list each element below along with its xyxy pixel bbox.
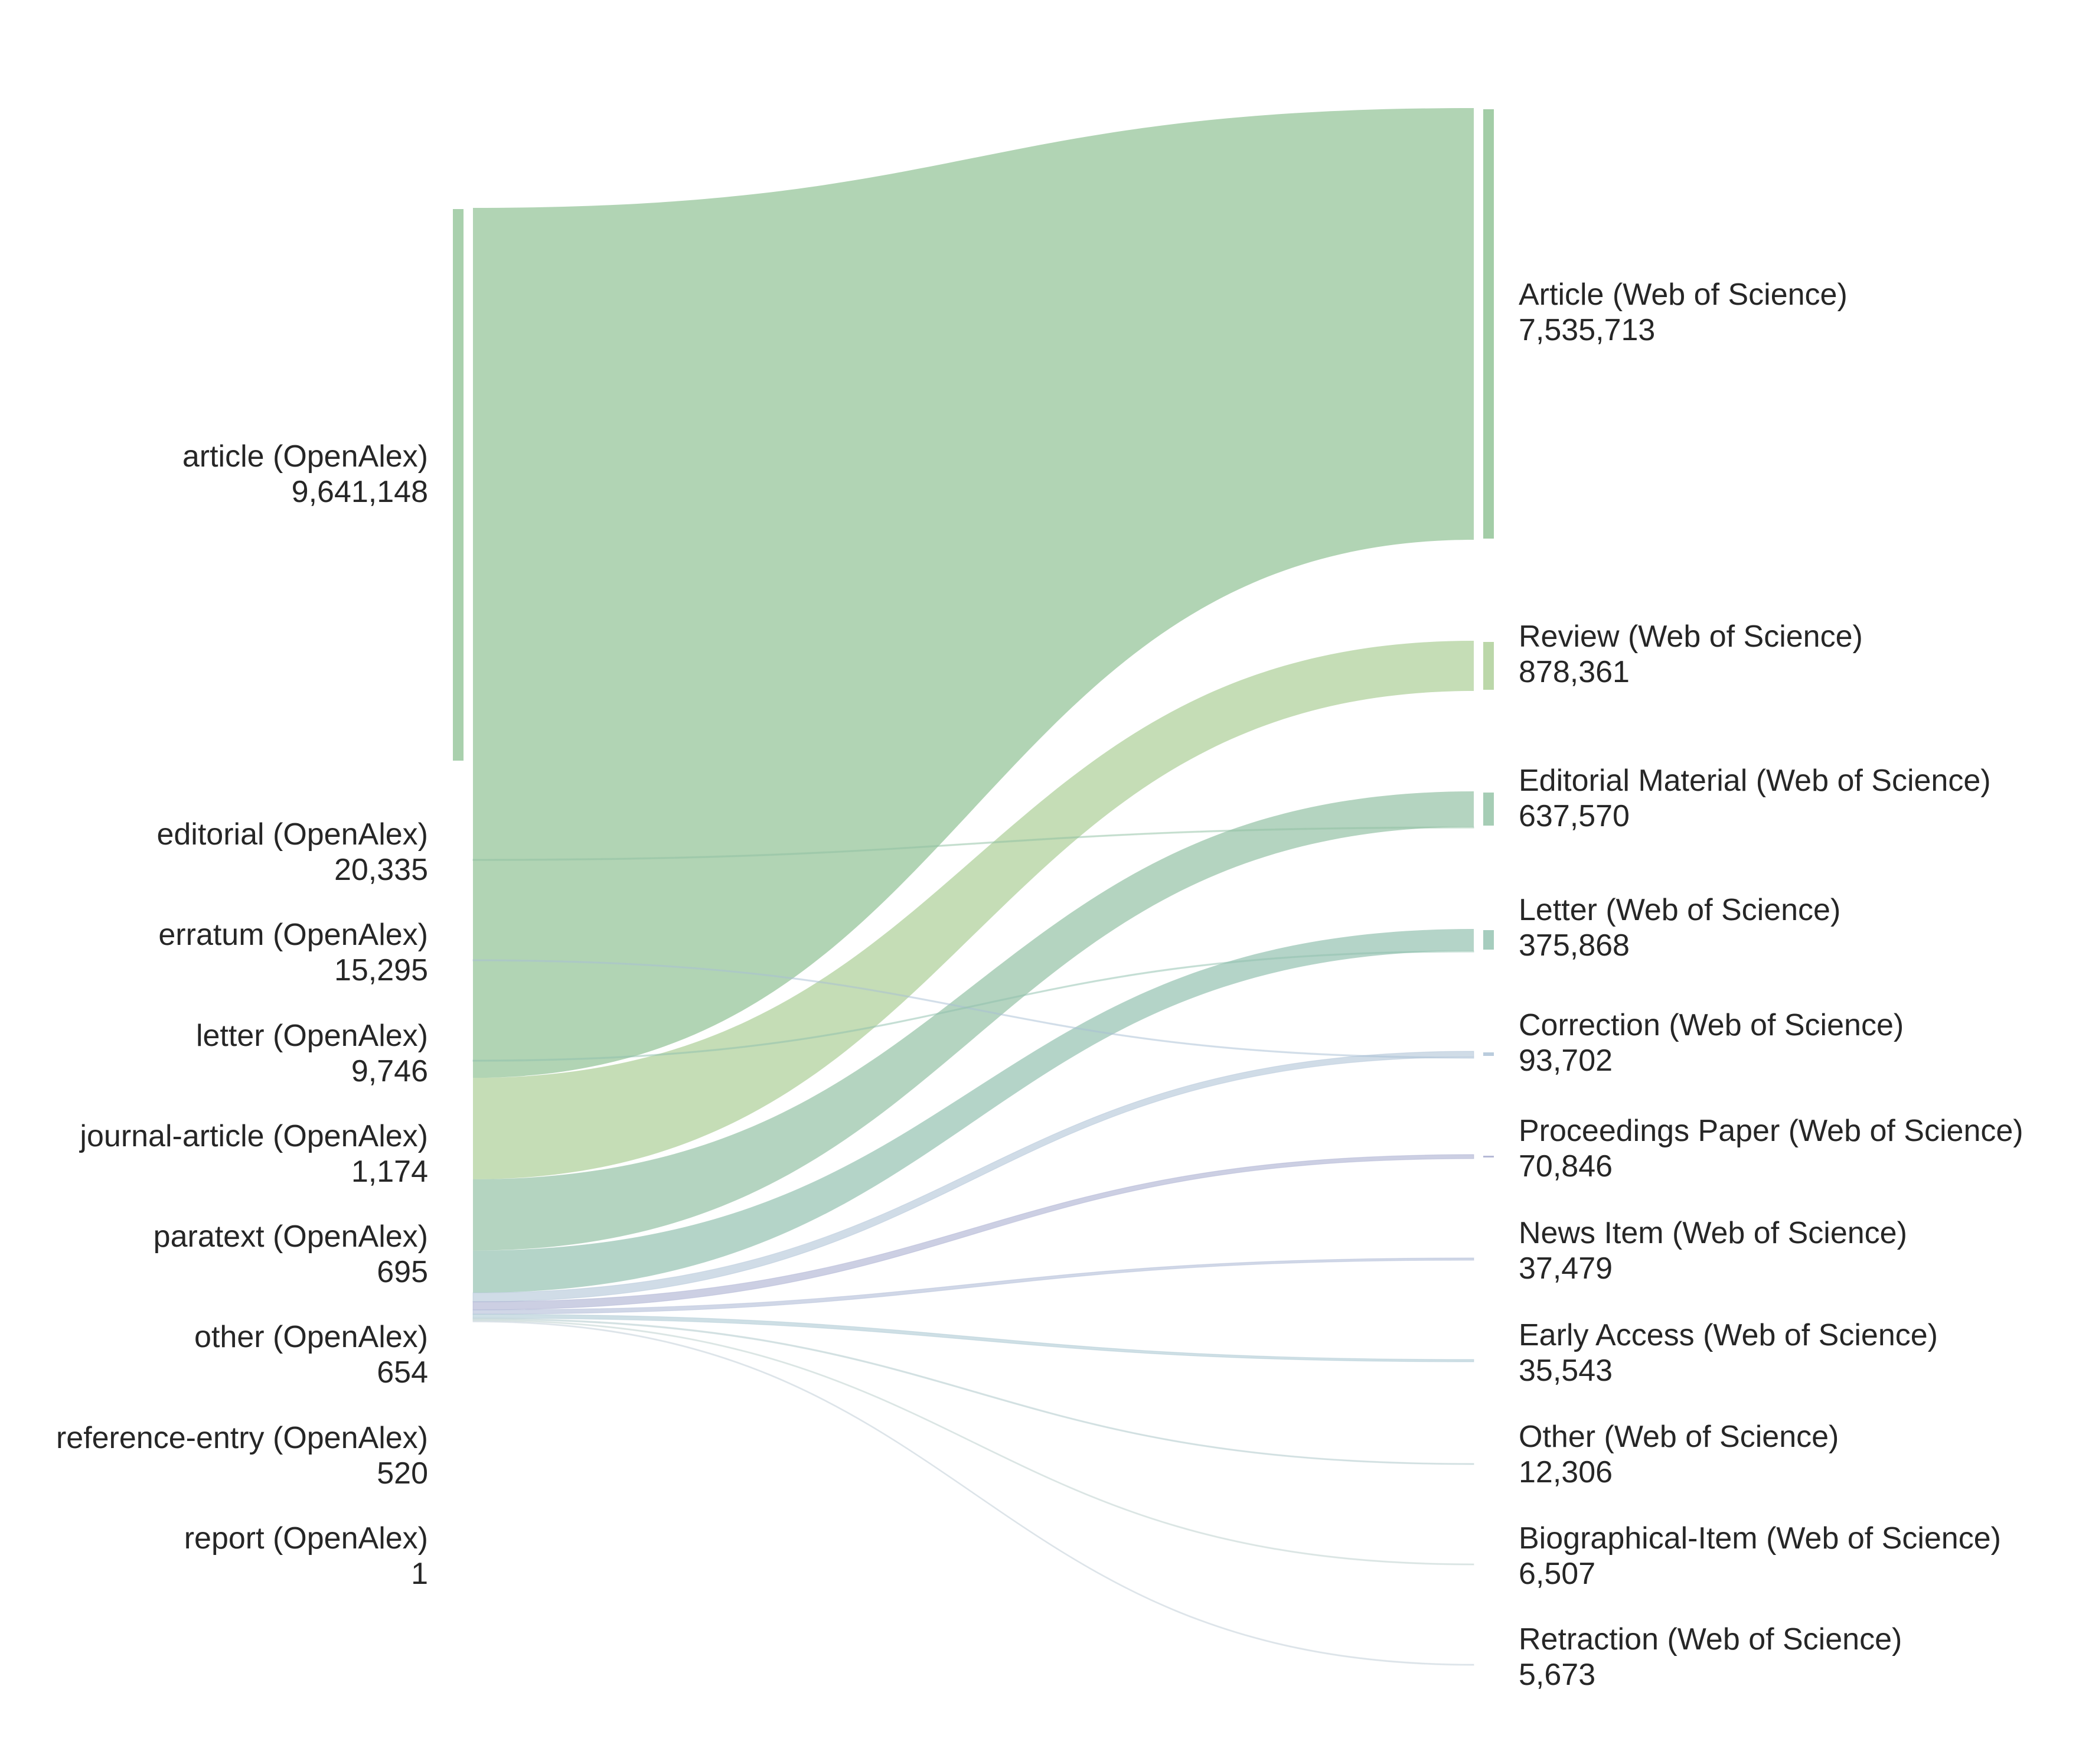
- source-value: 1: [411, 1557, 428, 1591]
- sankey-links: [472, 108, 1474, 1666]
- target-value: 93,702: [1519, 1044, 1613, 1078]
- target-node: [1481, 1462, 1496, 1466]
- target-value: 7,535,713: [1519, 313, 1655, 347]
- target-node: [1481, 1563, 1496, 1566]
- flow-link: [473, 108, 1474, 1078]
- flow-link: [472, 1320, 1474, 1666]
- target-label: Biographical-Item (Web of Science): [1519, 1521, 2001, 1556]
- target-label: Proceedings Paper (Web of Science): [1519, 1114, 2023, 1148]
- target-label: Correction (Web of Science): [1519, 1008, 1904, 1042]
- target-label: News Item (Web of Science): [1519, 1216, 1907, 1250]
- target-node: [1481, 790, 1496, 828]
- source-value: 1,174: [351, 1155, 428, 1189]
- sankey-nodes: [451, 107, 1496, 1667]
- target-value: 37,479: [1519, 1251, 1613, 1286]
- target-label: Retraction (Web of Science): [1519, 1622, 1902, 1657]
- sankey-labels: article (OpenAlex)9,641,148 editorial (Op…: [56, 278, 2023, 1692]
- flow-link: [472, 1154, 1474, 1310]
- target-node: [1481, 1257, 1496, 1261]
- target-value: 70,846: [1519, 1149, 1613, 1183]
- flow-link: [473, 641, 1474, 1179]
- source-value: 20,335: [334, 853, 428, 887]
- flow-link: [472, 959, 1474, 1059]
- source-node: [451, 207, 466, 763]
- source-label: paratext (OpenAlex): [154, 1220, 428, 1254]
- source-label: other (OpenAlex): [194, 1320, 428, 1354]
- target-value: 6,507: [1519, 1557, 1595, 1591]
- source-value: 695: [377, 1255, 428, 1289]
- flow-link: [472, 1313, 1474, 1362]
- target-node: [1481, 1663, 1496, 1667]
- target-node: [1481, 928, 1496, 952]
- target-value: 5,673: [1519, 1658, 1595, 1692]
- target-node: [1481, 1153, 1496, 1160]
- source-value: 9,746: [351, 1054, 428, 1088]
- source-value: 15,295: [334, 953, 428, 987]
- target-label: Article (Web of Science): [1519, 278, 1848, 312]
- flow-link: [472, 1051, 1474, 1302]
- target-node: [1481, 107, 1496, 541]
- flow-link: [472, 950, 1474, 1062]
- target-label: Early Access (Web of Science): [1519, 1318, 1938, 1352]
- source-value: 9,641,148: [292, 475, 428, 509]
- target-value: 375,868: [1519, 928, 1630, 963]
- source-label: erratum (OpenAlex): [158, 918, 428, 952]
- target-value: 878,361: [1519, 655, 1630, 689]
- target-value: 637,570: [1519, 799, 1630, 833]
- flow-link: [472, 1319, 1474, 1566]
- source-label: letter (OpenAlex): [196, 1019, 428, 1053]
- flow-link: [472, 826, 1474, 861]
- source-label: report (OpenAlex): [184, 1521, 428, 1556]
- target-node: [1481, 1050, 1496, 1058]
- target-value: 35,543: [1519, 1354, 1613, 1388]
- target-node: [1481, 640, 1496, 692]
- flow-link: [472, 1318, 1474, 1465]
- source-value: 520: [377, 1456, 428, 1491]
- source-value: 654: [377, 1355, 428, 1390]
- target-node: [1481, 1358, 1496, 1363]
- target-value: 12,306: [1519, 1455, 1613, 1489]
- target-label: Review (Web of Science): [1519, 619, 1863, 654]
- flow-link: [472, 1257, 1474, 1315]
- flow-link: [473, 929, 1474, 1293]
- target-label: Letter (Web of Science): [1519, 893, 1840, 927]
- source-label: editorial (OpenAlex): [156, 817, 428, 852]
- source-label: article (OpenAlex): [182, 439, 428, 474]
- source-label: reference-entry (OpenAlex): [56, 1421, 428, 1455]
- source-label: journal-article (OpenAlex): [79, 1119, 428, 1153]
- flow-link: [473, 791, 1474, 1251]
- target-label: Editorial Material (Web of Science): [1519, 764, 1991, 798]
- target-label: Other (Web of Science): [1519, 1420, 1839, 1454]
